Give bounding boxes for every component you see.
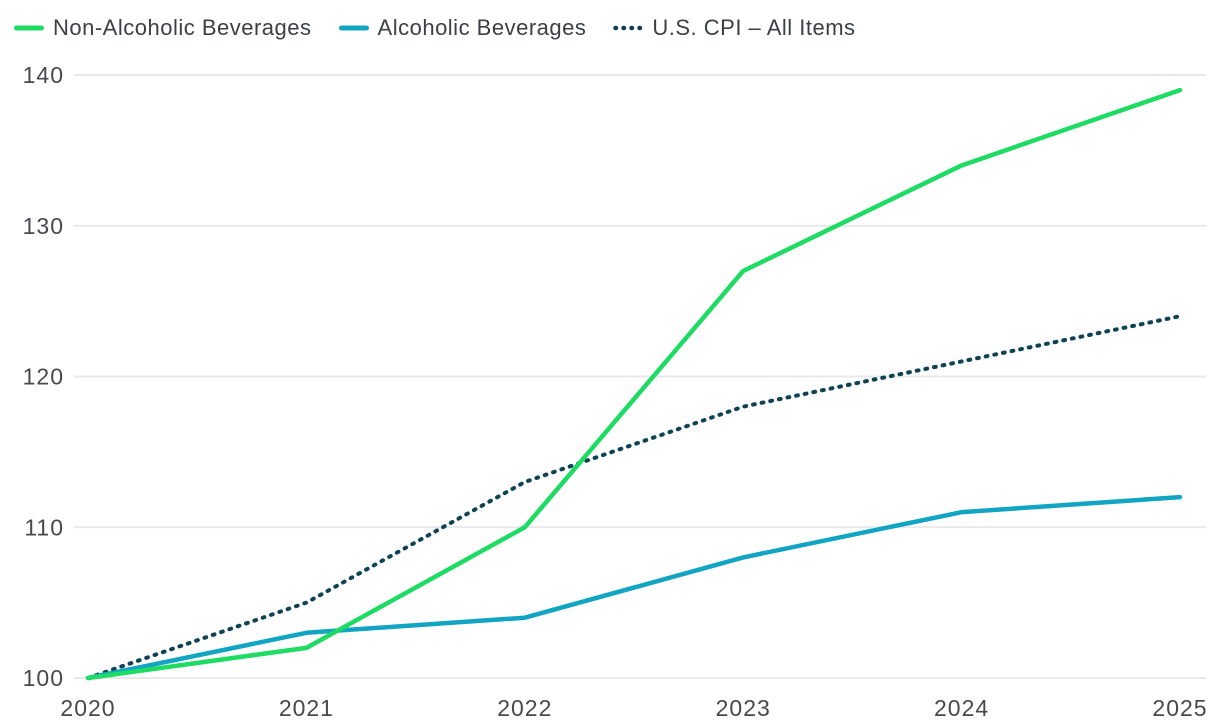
legend-label-alcoholic-beverages: Alcoholic Beverages — [377, 15, 587, 40]
y-axis-tick-label: 140 — [23, 62, 64, 88]
legend-item-us-cpi-all-items: U.S. CPI – All Items — [613, 15, 855, 41]
legend-label-non-alcoholic-beverages: Non-Alcoholic Beverages — [53, 15, 312, 40]
x-axis-tick-label: 2024 — [934, 695, 989, 721]
legend-label-us-cpi-all-items: U.S. CPI – All Items — [652, 15, 856, 40]
x-axis-tick-label: 2022 — [497, 695, 552, 721]
y-axis-tick-label: 130 — [23, 213, 64, 239]
y-axis-tick-label: 110 — [24, 514, 64, 540]
x-axis-tick-label: 2023 — [716, 695, 771, 721]
series-line-2 — [86, 314, 1182, 680]
series-line-1 — [85, 494, 1183, 681]
x-axis-tick-label: 2025 — [1152, 695, 1207, 721]
legend-swatch-dotted-line-icon — [613, 25, 644, 31]
legend-item-non-alcoholic-beverages: Non-Alcoholic Beverages — [14, 15, 312, 41]
series-line-0 — [85, 87, 1183, 681]
x-axis-tick-label: 2021 — [279, 695, 334, 721]
y-axis-tick-label: 120 — [23, 364, 64, 390]
legend-swatch-solid-line-icon — [338, 25, 369, 31]
x-axis-tick-label: 2020 — [60, 695, 115, 721]
y-axis-tick-label: 100 — [23, 665, 64, 691]
chart-legend: Non-Alcoholic Beverages Alcoholic Bevera… — [14, 15, 856, 41]
legend-item-alcoholic-beverages: Alcoholic Beverages — [338, 15, 587, 41]
legend-swatch-solid-line-icon — [14, 25, 44, 31]
